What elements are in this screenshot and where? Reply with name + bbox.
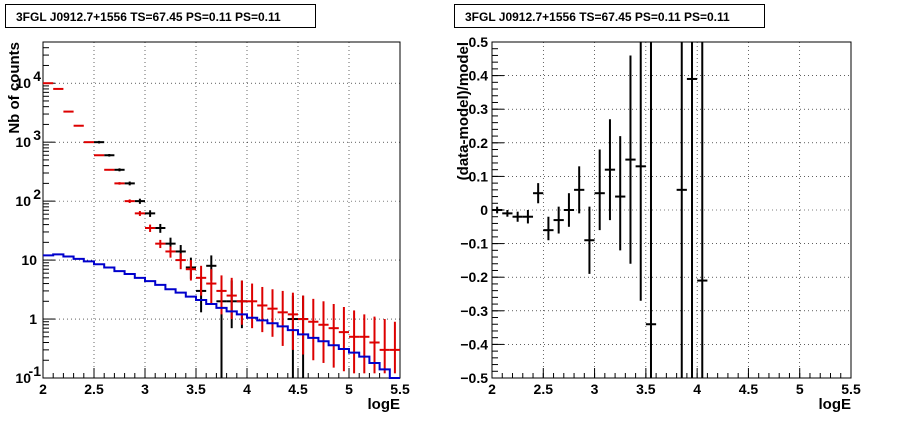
- y-tick-label: −0.4: [460, 336, 488, 352]
- y-tick-label: −0.3: [460, 303, 488, 319]
- x-tick-label: 5: [345, 381, 353, 397]
- y-tick-label: 10: [15, 134, 31, 150]
- x-axis-title: logE: [819, 396, 852, 413]
- y-tick-label: 0: [480, 202, 488, 218]
- x-axis-title: logE: [368, 396, 401, 413]
- x-tick-label: 3.5: [186, 381, 206, 397]
- y-tick-label: −0.2: [460, 269, 488, 285]
- y-tick-label: 10: [15, 75, 31, 91]
- counts-panel-title: 3FGL J0912.7+1556 TS=67.45 PS=0.11 PS=0.…: [5, 4, 316, 28]
- x-tick-label: 5.5: [390, 381, 410, 397]
- model-curve: [43, 253, 400, 379]
- y-tick-label: 0.5: [469, 34, 489, 50]
- y-tick-label: 0.1: [469, 168, 489, 184]
- residuals-panel-title: 3FGL J0912.7+1556 TS=67.45 PS=0.11 PS=0.…: [454, 4, 765, 28]
- x-tick-label: 3: [141, 381, 149, 397]
- y-tick-label: 1: [29, 311, 37, 327]
- y-tick-exponent: 2: [33, 186, 41, 202]
- x-tick-label: 4.5: [288, 381, 308, 397]
- y-tick-exponent: 3: [33, 127, 41, 143]
- x-tick-label: 4.5: [739, 381, 759, 397]
- x-tick-label: 2: [39, 381, 47, 397]
- y-tick-label: 0.4: [469, 68, 489, 84]
- y-tick-exponent: 4: [33, 68, 41, 84]
- x-tick-label: 2.5: [534, 381, 554, 397]
- y-tick-label: −0.1: [460, 236, 488, 252]
- x-tick-label: 3: [591, 381, 599, 397]
- residuals-panel: 2 2.5 3 3.5 4 4.5 5 5.5 −0.5 −0.4 −0.3 −0.2 −0.1 0 0.1…: [455, 34, 861, 413]
- y-tick-label: 10: [15, 370, 31, 386]
- y-tick-label: 0.2: [469, 135, 489, 151]
- y-tick-label: 10: [21, 252, 37, 268]
- plot-frame: [491, 41, 852, 379]
- y-tick-label: 0.3: [469, 101, 489, 117]
- x-tick-label: 4: [693, 381, 701, 397]
- x-tick-label: 5: [796, 381, 804, 397]
- x-tick-label: 3.5: [636, 381, 656, 397]
- x-tick-label: 2.5: [84, 381, 104, 397]
- x-tick-label: 4: [243, 381, 251, 397]
- y-axis-title: (data-model)/model: [455, 42, 472, 180]
- x-tick-label: 2: [488, 381, 496, 397]
- y-axis-title: Nb of counts: [6, 42, 23, 134]
- y-tick-exponent: -1: [29, 363, 42, 379]
- y-tick-label: −0.5: [460, 370, 488, 386]
- y-tick-label: 10: [15, 193, 31, 209]
- x-tick-label: 5.5: [841, 381, 861, 397]
